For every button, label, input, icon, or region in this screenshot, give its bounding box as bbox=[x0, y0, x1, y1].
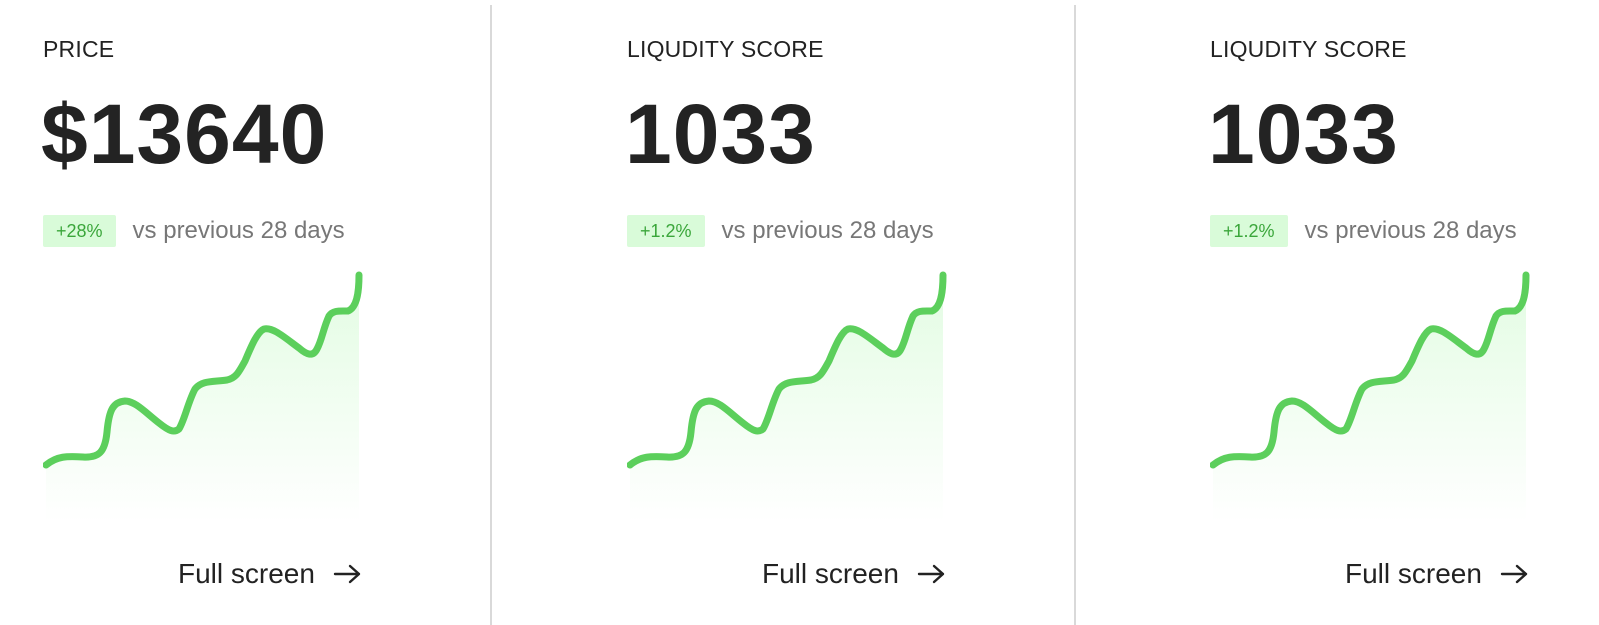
full-screen-link[interactable]: Full screen bbox=[1345, 554, 1530, 594]
metric-label: PRICE bbox=[43, 36, 115, 62]
sparkline-line bbox=[1210, 271, 1530, 469]
card-divider bbox=[1074, 5, 1076, 625]
arrow-right-icon bbox=[917, 564, 945, 584]
card-divider bbox=[490, 5, 492, 625]
metric-card-liquidity-2: LIQUDITY SCORE 1033 +1.2% vs previous 28… bbox=[1208, 0, 1550, 625]
delta-badge: +1.2% bbox=[1210, 215, 1288, 247]
metric-card-price: PRICE $13640 +28% vs previous 28 days Fu… bbox=[41, 0, 383, 625]
full-screen-label: Full screen bbox=[1345, 558, 1482, 589]
metric-value: $13640 bbox=[41, 87, 328, 181]
delta-badge: +28% bbox=[43, 215, 116, 247]
comparison-text: vs previous 28 days bbox=[721, 217, 934, 244]
metric-value: 1033 bbox=[1208, 87, 1399, 181]
metric-label: LIQUDITY SCORE bbox=[1210, 36, 1407, 62]
delta-row: +1.2% vs previous 28 days bbox=[627, 215, 934, 247]
sparkline-area bbox=[1213, 275, 1526, 522]
sparkline-chart bbox=[627, 271, 947, 522]
sparkline-line bbox=[627, 271, 947, 469]
sparkline-chart bbox=[43, 271, 363, 522]
full-screen-link[interactable]: Full screen bbox=[178, 554, 363, 594]
metric-card-liquidity: LIQUDITY SCORE 1033 +1.2% vs previous 28… bbox=[625, 0, 967, 625]
arrow-right-icon bbox=[333, 564, 361, 584]
metric-label: LIQUDITY SCORE bbox=[627, 36, 824, 62]
full-screen-link[interactable]: Full screen bbox=[762, 554, 947, 594]
delta-row: +1.2% vs previous 28 days bbox=[1210, 215, 1517, 247]
arrow-right-icon bbox=[1500, 564, 1528, 584]
sparkline-area bbox=[630, 275, 943, 522]
sparkline-chart bbox=[1210, 271, 1530, 522]
delta-badge: +1.2% bbox=[627, 215, 705, 247]
comparison-text: vs previous 28 days bbox=[132, 217, 345, 244]
sparkline-area bbox=[46, 275, 359, 522]
delta-row: +28% vs previous 28 days bbox=[43, 215, 345, 247]
comparison-text: vs previous 28 days bbox=[1304, 217, 1517, 244]
full-screen-label: Full screen bbox=[178, 558, 315, 589]
full-screen-label: Full screen bbox=[762, 558, 899, 589]
sparkline-line bbox=[43, 271, 363, 469]
metric-value: 1033 bbox=[625, 87, 816, 181]
